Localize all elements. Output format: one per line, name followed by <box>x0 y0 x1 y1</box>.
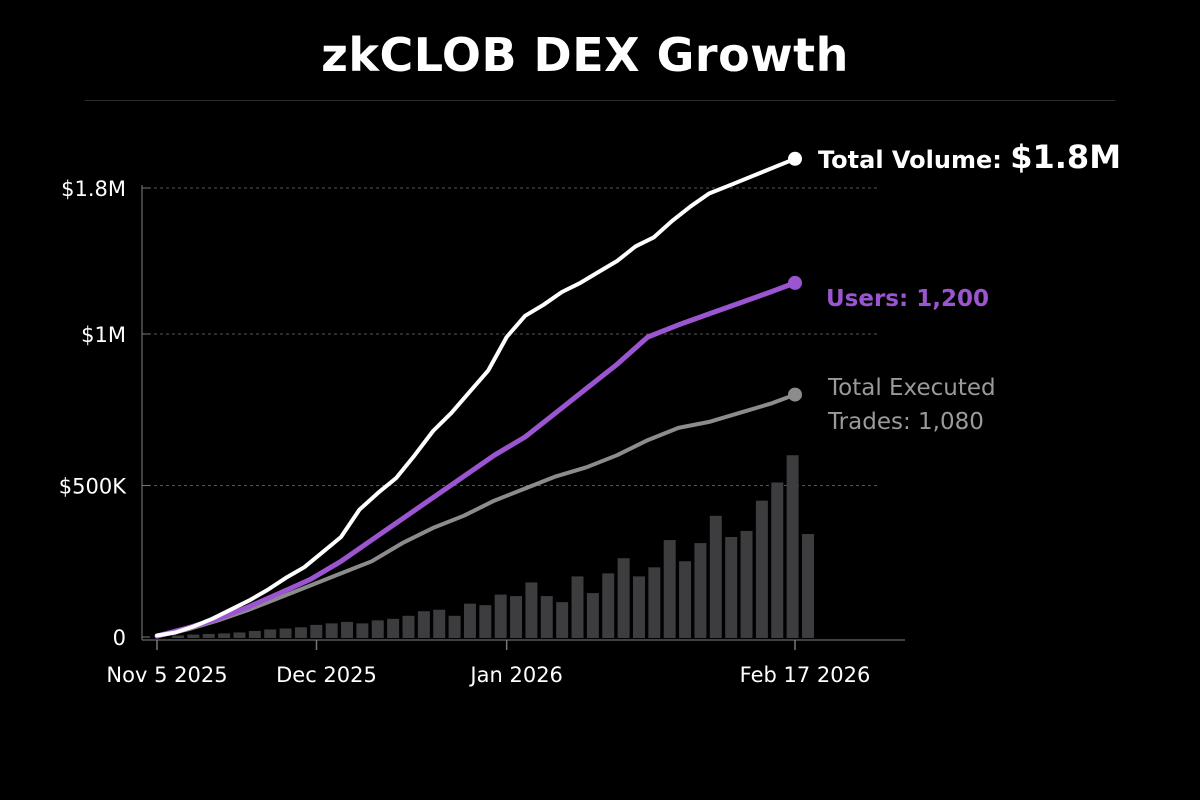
volume-bar <box>417 611 430 638</box>
x-tick-label: Jan 2026 <box>468 663 563 687</box>
trades-label-line: Trades: 1,080 <box>827 409 984 435</box>
users-label: Users: 1,200 <box>826 286 989 312</box>
volume-bar <box>510 596 523 638</box>
volume-bar <box>402 615 415 638</box>
volume-bar <box>248 630 261 638</box>
series-line-trades <box>155 392 797 639</box>
y-tick-label: 0 <box>113 626 126 650</box>
y-tick-label: $500K <box>59 475 127 499</box>
volume-bar <box>494 594 507 638</box>
title-divider <box>85 100 1115 101</box>
x-tick-label: Dec 2025 <box>276 663 377 687</box>
volume-bar <box>617 558 630 638</box>
volume-bar <box>202 633 215 638</box>
volume-bar <box>571 576 584 638</box>
volume-bar <box>586 593 599 638</box>
series-endpoint-total-volume <box>788 151 802 166</box>
volume-bar <box>433 609 446 638</box>
series-endpoint-users <box>788 275 802 290</box>
volume-bar <box>341 621 354 638</box>
volume-bar <box>771 482 784 638</box>
volume-bar <box>602 573 615 638</box>
volume-bar <box>187 634 200 638</box>
y-tick-label: $1M <box>81 323 126 347</box>
volume-bar <box>525 582 538 638</box>
volume-bar <box>294 627 307 638</box>
volume-bar <box>463 603 476 638</box>
y-axis-ticks: 0 $500K $1M $1.8M <box>59 177 150 650</box>
volume-bar <box>172 635 184 638</box>
volume-bar <box>448 615 461 638</box>
volume-bar <box>694 543 707 638</box>
volume-bar <box>786 455 799 638</box>
volume-bar <box>479 605 492 638</box>
volume-bar <box>356 623 369 638</box>
volume-bar <box>556 602 569 638</box>
volume-bar <box>264 629 277 638</box>
total-volume-value: $1.8M <box>1010 138 1121 176</box>
series-line-users <box>154 280 798 639</box>
daily-volume-bars <box>172 455 814 638</box>
volume-bar <box>218 633 231 638</box>
volume-bar <box>310 624 323 638</box>
volume-bar <box>279 628 292 638</box>
series-lines <box>154 151 802 639</box>
total-volume-label-text: Total Volume: <box>818 146 1010 174</box>
total-volume-label: Total Volume: $1.8M <box>818 138 1121 176</box>
volume-bar <box>755 500 768 638</box>
chart-title: zkCLOB DEX Growth <box>321 28 849 82</box>
volume-bar <box>679 561 692 638</box>
trades-label-line: Total Executed <box>827 375 996 401</box>
volume-bar <box>233 632 246 638</box>
volume-bar <box>740 530 753 638</box>
x-axis-ticks: Nov 5 2025 Dec 2025 Jan 2026 Feb 17 2026 <box>106 640 870 687</box>
volume-bar <box>725 537 738 638</box>
series-end-labels: Total Volume: $1.8M Users: 1,200 Total Exe… <box>818 138 1121 435</box>
volume-bar <box>709 515 722 638</box>
volume-bar <box>371 620 384 638</box>
series-endpoint-trades <box>788 387 802 402</box>
volume-bar <box>540 596 553 638</box>
series-line-total-volume <box>155 156 797 638</box>
volume-bar <box>663 540 676 638</box>
x-tick-label: Nov 5 2025 <box>106 663 227 687</box>
volume-bar <box>387 618 400 638</box>
volume-bar <box>325 623 338 638</box>
x-tick-label: Feb 17 2026 <box>740 663 871 687</box>
volume-bar <box>632 576 645 638</box>
volume-bar <box>802 533 814 638</box>
volume-bar <box>648 567 661 638</box>
y-tick-label: $1.8M <box>61 177 126 201</box>
grid-lines <box>142 187 880 486</box>
